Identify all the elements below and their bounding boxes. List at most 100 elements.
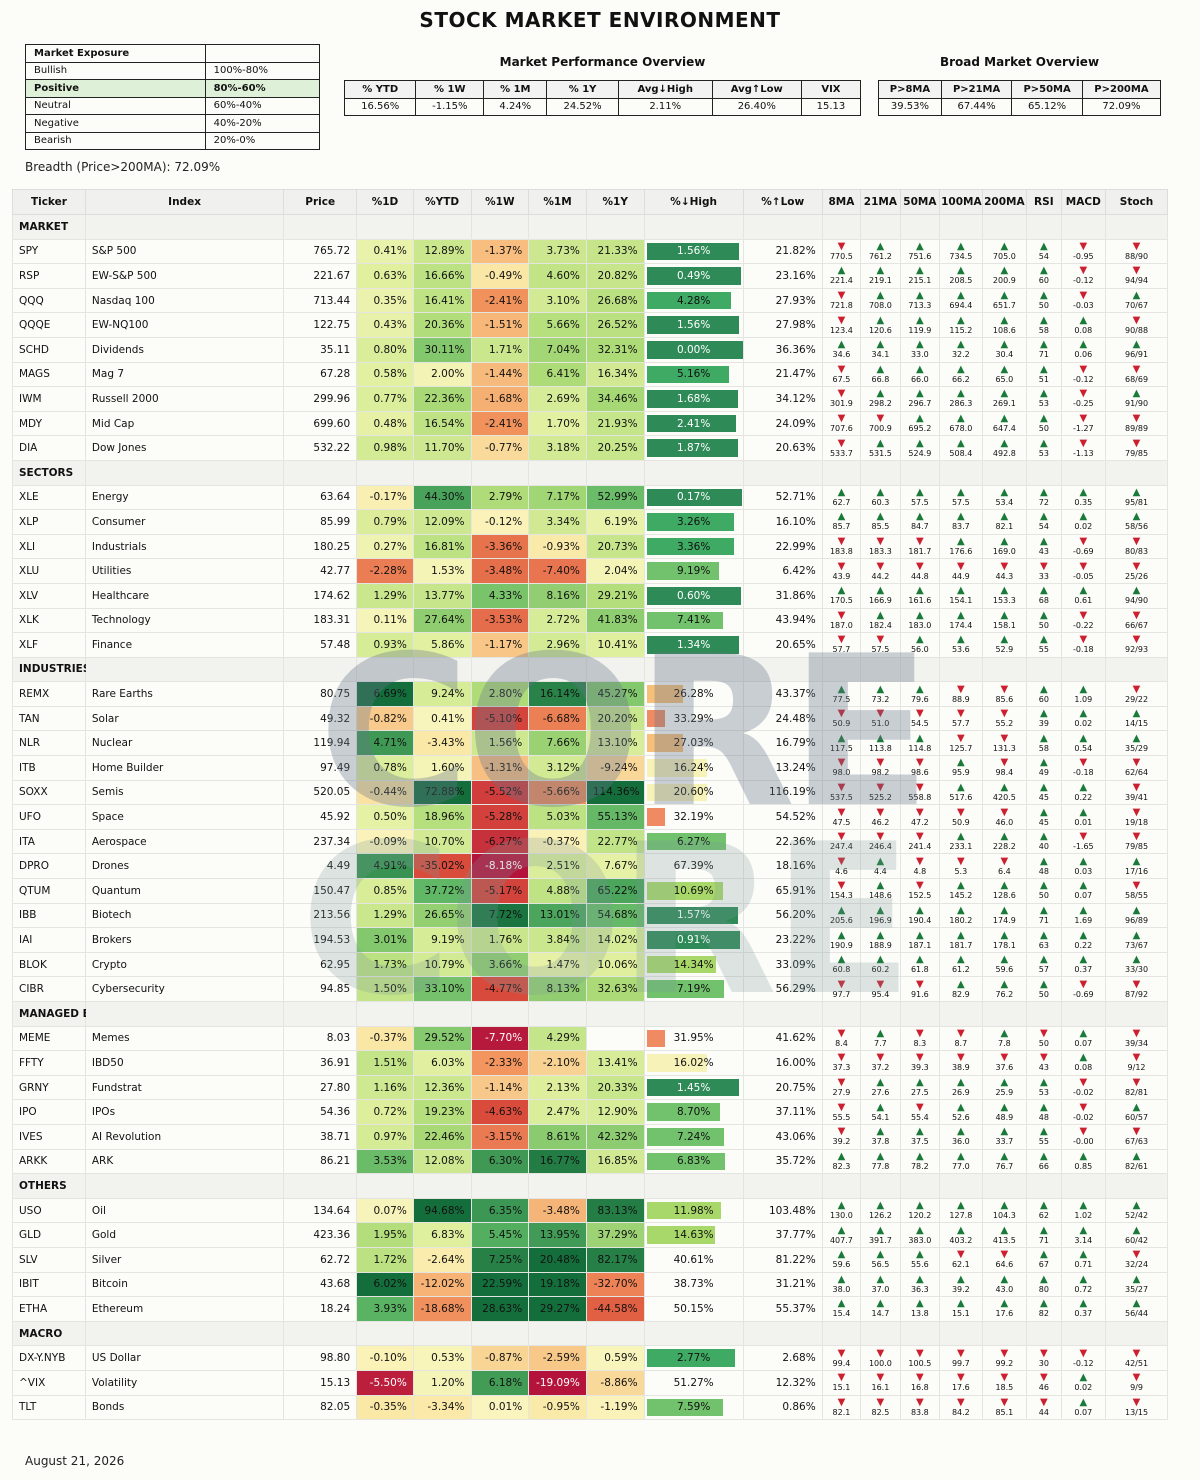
index-name-cell: Consumer [84, 509, 285, 535]
stoch-value: 67/63 [1125, 1137, 1149, 1147]
ma21-value: 85.5 [871, 522, 890, 532]
ticker-cell[interactable]: FFTY [12, 1050, 86, 1076]
ticker-cell[interactable]: USO [12, 1197, 86, 1224]
up-arrow-icon: ▲ [1079, 1298, 1088, 1310]
pct-high-cell: 5.16% [643, 361, 744, 388]
ticker-cell[interactable]: ITA [12, 828, 86, 855]
market_perf-header: % 1M [483, 80, 548, 99]
ticker-cell[interactable]: QTUM [12, 878, 86, 904]
ticker-cell[interactable]: SCHD [12, 336, 86, 363]
ticker-cell[interactable]: REMX [12, 681, 86, 707]
ticker-cell[interactable]: XLF [12, 632, 86, 658]
ticker-cell[interactable]: BLOK [12, 951, 86, 978]
macd-cell: ▲ 0.54 [1060, 730, 1107, 757]
ticker-cell[interactable]: IPO [12, 1099, 86, 1125]
ma50-cell: ▲ 55.6 [899, 1246, 941, 1273]
ticker-cell[interactable]: XLV [12, 582, 86, 609]
ma100-value: 62.1 [951, 1260, 970, 1270]
stoch-cell: ▲ 70/67 [1105, 287, 1168, 314]
ma50-cell: ▲ 161.6 [899, 582, 941, 609]
macd-cell: ▲ 0.72 [1060, 1271, 1107, 1298]
ticker-cell[interactable]: QQQ [12, 287, 86, 314]
section-spacer [1026, 1001, 1062, 1027]
ticker-cell[interactable]: IBB [12, 902, 86, 929]
down-arrow-icon: ▼ [1039, 1027, 1048, 1039]
ticker-cell[interactable]: DPRO [12, 853, 86, 880]
ticker-cell[interactable]: CIBR [12, 976, 86, 1002]
ma8-value: 43.9 [832, 571, 851, 581]
ma100-value: 82.9 [951, 989, 970, 999]
ma21-value: 182.4 [868, 620, 892, 630]
ticker-cell[interactable]: NLR [12, 730, 86, 757]
ma100-cell: ▲ 174.4 [939, 607, 983, 634]
ticker-cell[interactable]: TLT [12, 1394, 86, 1421]
ma50-cell: ▼ 47.2 [899, 804, 941, 830]
up-arrow-icon: ▲ [916, 585, 924, 597]
ticker-cell[interactable]: DX-Y.NYB [12, 1345, 86, 1371]
ma100-value: 115.2 [949, 325, 973, 335]
ticker-cell[interactable]: XLP [12, 509, 86, 535]
stoch-cell: ▼ 39/41 [1105, 779, 1168, 806]
ma200-cell: ▼ 55.2 [981, 705, 1028, 732]
section-spacer [283, 1320, 358, 1347]
ticker-cell[interactable]: ^VIX [12, 1369, 86, 1396]
rsi-value: 45 [1038, 792, 1049, 802]
ticker-cell[interactable]: MEME [12, 1025, 86, 1052]
rsi-value: 33 [1038, 571, 1049, 581]
price-cell: 221.67 [283, 263, 358, 289]
pct-m-cell: -7.40% [528, 558, 587, 584]
stoch-value: 25/26 [1125, 571, 1149, 581]
down-arrow-icon: ▼ [876, 757, 885, 769]
ticker-cell[interactable]: IBIT [12, 1271, 86, 1298]
ticker-cell[interactable]: XLU [12, 558, 86, 584]
section-spacer [899, 1320, 941, 1347]
rsi-value: 53 [1038, 448, 1049, 458]
ticker-cell[interactable]: SOXX [12, 779, 86, 806]
ticker-cell[interactable]: QQQE [12, 312, 86, 338]
pct-d-cell: 0.80% [356, 336, 414, 363]
up-arrow-icon: ▲ [1079, 880, 1088, 892]
table-row: ITA Aerospace 237.34 -0.09% 10.70% -6.27% -0.3… [12, 828, 1168, 855]
ticker-cell[interactable]: DIA [12, 435, 86, 461]
macd-value: -0.95 [1072, 251, 1094, 261]
rsi-value: 50 [1038, 620, 1049, 630]
ma100-value: 66.2 [951, 374, 970, 384]
rsi-value: 71 [1038, 350, 1049, 360]
ticker-cell[interactable]: GRNY [12, 1074, 86, 1101]
ticker-cell[interactable]: GLD [12, 1222, 86, 1248]
column-header: RSI [1026, 189, 1062, 215]
ticker-cell[interactable]: IWM [12, 386, 86, 412]
ticker-cell[interactable]: ETHA [12, 1296, 86, 1322]
pct-y-cell: 45.27% [585, 681, 645, 707]
stoch-value: 33/30 [1125, 965, 1149, 975]
ticker-cell[interactable]: IAI [12, 927, 86, 953]
ticker-cell[interactable]: MAGS [12, 361, 86, 388]
ma50-value: 713.3 [908, 301, 932, 311]
ticker-cell[interactable]: XLE [12, 484, 86, 511]
ticker-cell[interactable]: IVES [12, 1123, 86, 1150]
ticker-cell[interactable]: SPY [12, 238, 86, 265]
ticker-cell[interactable]: XLI [12, 533, 86, 560]
ticker-cell[interactable]: RSP [12, 263, 86, 289]
ma100-value: 517.6 [949, 792, 973, 802]
stoch-value: 19/18 [1125, 817, 1149, 827]
ticker-cell[interactable]: SLV [12, 1246, 86, 1273]
ma200-value: 52.9 [995, 645, 1014, 655]
ticker-cell[interactable]: UFO [12, 804, 86, 830]
rsi-value: 44 [1038, 1407, 1049, 1417]
pct-low-cell: 35.72% [742, 1148, 823, 1175]
ma100-cell: ▲ 36.0 [939, 1123, 983, 1150]
pct-m-cell: 8.13% [528, 976, 587, 1002]
ticker-cell[interactable]: MDY [12, 410, 86, 437]
pct-y-cell: 21.93% [585, 410, 645, 437]
ticker-cell[interactable]: ITB [12, 755, 86, 781]
section-spacer [585, 656, 645, 683]
ticker-cell[interactable]: XLK [12, 607, 86, 634]
ticker-cell[interactable]: TAN [12, 705, 86, 732]
pct-m-cell: 6.41% [528, 361, 587, 388]
ma50-value: 36.3 [910, 1284, 929, 1294]
pct-ytd-cell: 9.24% [412, 681, 472, 707]
ma100-value: 154.1 [949, 596, 973, 606]
ticker-cell[interactable]: ARKK [12, 1148, 86, 1175]
table-row: ^VIX Volatility 15.13 -5.50% 1.20% 6.18% -19.0… [12, 1369, 1168, 1396]
